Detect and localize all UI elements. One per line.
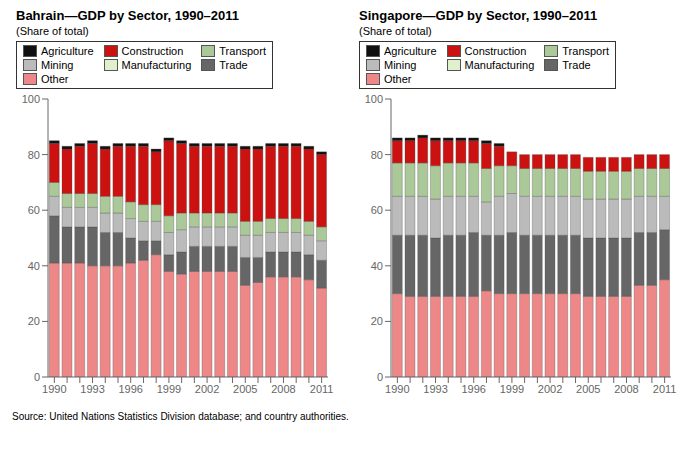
html-text:Agriculture: Agriculture (41, 45, 94, 57)
svg-text:1999: 1999 (500, 383, 524, 395)
html-text:Construction: Construction (121, 45, 184, 57)
html-text:Trade: Trade (219, 59, 248, 71)
svg-text:2008: 2008 (614, 383, 638, 395)
svg-text:1999: 1999 (157, 383, 181, 395)
svg-text:1990: 1990 (42, 383, 66, 395)
html-text:Construction: Construction (464, 45, 527, 57)
svg-text:1996: 1996 (461, 383, 485, 395)
svg-text:80: 80 (371, 149, 383, 161)
svg-text:80: 80 (28, 149, 40, 161)
svg-text:2008: 2008 (271, 383, 295, 395)
html-text:Other: Other (384, 73, 412, 85)
svg-text:1990: 1990 (385, 383, 409, 395)
svg-text:1996: 1996 (118, 383, 142, 395)
html-text:Mining: Mining (384, 59, 417, 71)
html-text:Other: Other (41, 73, 69, 85)
svg-text:1993: 1993 (80, 383, 104, 395)
svg-text:40: 40 (28, 260, 40, 272)
html-text:Trade: Trade (562, 59, 591, 71)
html-text:Mining: Mining (41, 59, 74, 71)
svg-text:100: 100 (365, 93, 383, 105)
svg-text:2005: 2005 (576, 383, 600, 395)
html-text:(Share of total): (Share of total) (359, 25, 432, 37)
svg-text:2002: 2002 (195, 383, 219, 395)
svg-text:2002: 2002 (538, 383, 562, 395)
html-text:Agriculture: Agriculture (384, 45, 437, 57)
svg-text:60: 60 (28, 204, 40, 216)
html-text:(Share of total): (Share of total) (16, 25, 89, 37)
html-text:Manufacturing: Manufacturing (464, 59, 535, 71)
svg-text:2011: 2011 (653, 383, 677, 395)
svg-text:0: 0 (377, 371, 383, 383)
html-text:Bahrain—GDP by Sector, 1990–20: Bahrain—GDP by Sector, 1990–2011 (16, 8, 240, 23)
html-text:Transport: Transport (562, 45, 609, 57)
svg-text:100: 100 (22, 93, 40, 105)
svg-text:0: 0 (34, 371, 40, 383)
html-text:Transport: Transport (219, 45, 266, 57)
html-text:Singapore—GDP by Sector, 1990–: Singapore—GDP by Sector, 1990–2011 (359, 8, 598, 23)
svg-text:1993: 1993 (423, 383, 447, 395)
svg-text:20: 20 (28, 315, 40, 327)
svg-text:2011: 2011 (310, 383, 334, 395)
svg-text:40: 40 (371, 260, 383, 272)
svg-text:60: 60 (371, 204, 383, 216)
html-text:Source: United Nations Statist: Source: United Nations Statistics Divisi… (12, 411, 349, 422)
html-text:Manufacturing: Manufacturing (121, 59, 192, 71)
svg-text:20: 20 (371, 315, 383, 327)
svg-text:2005: 2005 (233, 383, 257, 395)
